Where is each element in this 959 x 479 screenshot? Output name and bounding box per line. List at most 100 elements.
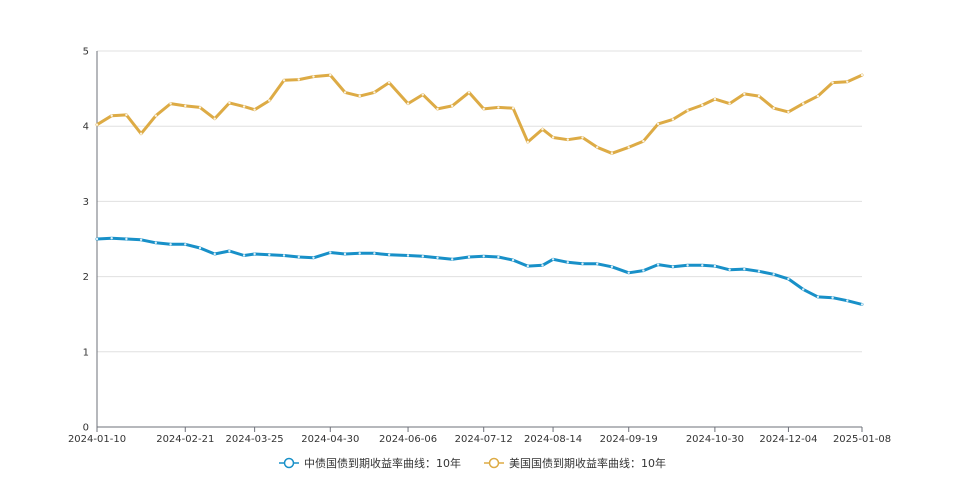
- data-point-us: [482, 107, 485, 111]
- data-point-us: [387, 81, 391, 84]
- legend-circle-icon: [283, 457, 295, 469]
- x-tick-label: 2024-12-04: [759, 434, 817, 445]
- data-point-us: [110, 114, 113, 117]
- data-point-us: [642, 140, 645, 143]
- data-point-china: [541, 264, 544, 267]
- data-point-china: [581, 262, 584, 265]
- data-point-china: [860, 303, 864, 306]
- data-point-china: [757, 270, 761, 273]
- data-point-china: [406, 254, 410, 257]
- data-point-us: [551, 136, 555, 139]
- data-point-us: [656, 122, 660, 126]
- legend[interactable]: 中债国债到期收益率曲线：10年 美国国债到期收益率曲线：10年: [279, 456, 666, 470]
- data-point-us: [757, 94, 761, 98]
- axes: 0 1 2 3 4 5 2024-01-10 2024-02-21 2024-03-25 2024…: [68, 47, 891, 446]
- x-tick-label: 2024-03-25: [226, 434, 284, 445]
- data-point-china: [526, 264, 529, 268]
- data-point-china: [686, 264, 689, 267]
- x-tick-label: 2024-06-06: [379, 434, 437, 445]
- data-point-us: [497, 106, 500, 109]
- x-tick-label: 2025-01-08: [833, 434, 891, 445]
- data-point-china: [373, 252, 376, 255]
- y-tick-label: 2: [83, 272, 89, 283]
- data-point-us: [686, 109, 689, 112]
- x-tick-label: 2024-08-14: [524, 434, 582, 445]
- data-point-us: [297, 78, 300, 81]
- data-point-china: [713, 264, 717, 268]
- data-point-china: [467, 255, 471, 259]
- data-point-us: [511, 107, 515, 110]
- data-point-china: [213, 252, 216, 256]
- data-point-china: [451, 258, 454, 261]
- data-point-china: [154, 241, 157, 244]
- data-point-china: [772, 273, 775, 276]
- y-tick-label: 4: [83, 122, 89, 133]
- data-point-us: [198, 106, 202, 109]
- data-point-china: [297, 255, 300, 259]
- data-point-us: [213, 117, 216, 120]
- data-point-china: [802, 288, 805, 291]
- data-point-us: [184, 104, 187, 108]
- grid-lines: [97, 50, 862, 353]
- data-point-us: [436, 107, 439, 111]
- data-point-us: [282, 79, 286, 82]
- data-point-china: [671, 265, 675, 268]
- data-point-us: [451, 104, 454, 108]
- data-point-china: [358, 252, 361, 255]
- data-point-us: [467, 91, 471, 94]
- legend-item-china[interactable]: 中债国债到期收益率曲线：10年: [279, 456, 461, 470]
- data-point-us: [343, 91, 347, 94]
- data-point-us: [421, 93, 424, 96]
- x-tick-label: 2024-09-19: [600, 434, 658, 445]
- data-point-us: [541, 128, 544, 131]
- data-point-us: [701, 103, 704, 107]
- data-point-china: [282, 254, 286, 257]
- data-point-china: [268, 253, 271, 256]
- data-point-us: [566, 138, 569, 141]
- data-point-china: [497, 255, 500, 259]
- data-point-china: [482, 255, 485, 258]
- data-point-us: [610, 152, 614, 155]
- data-point-us: [860, 73, 864, 77]
- legend-label: 美国国债到期收益率曲线：10年: [509, 456, 666, 470]
- data-point-us: [743, 92, 746, 96]
- data-point-us: [228, 101, 231, 105]
- data-point-china: [728, 268, 731, 271]
- data-point-us: [728, 102, 731, 105]
- data-point-us: [329, 73, 332, 77]
- data-point-china: [656, 263, 660, 266]
- data-point-us: [312, 75, 315, 78]
- data-point-china: [743, 267, 746, 271]
- legend-item-us[interactable]: 美国国债到期收益率曲线：10年: [484, 456, 666, 470]
- data-point-us: [816, 94, 820, 98]
- x-tick-label: 2024-04-30: [301, 434, 359, 445]
- y-tick-label: 1: [83, 347, 89, 358]
- data-point-us: [671, 118, 675, 121]
- data-point-us: [802, 102, 805, 105]
- data-point-china: [642, 269, 645, 272]
- data-point-china: [139, 238, 143, 241]
- data-point-china: [184, 243, 187, 246]
- data-point-china: [253, 252, 256, 256]
- data-point-us: [581, 136, 584, 139]
- data-point-china: [846, 299, 849, 302]
- data-point-china: [228, 249, 231, 253]
- data-point-us: [627, 146, 630, 149]
- data-point-china: [169, 243, 172, 246]
- y-tick-label: 0: [83, 423, 89, 434]
- data-point-us: [373, 91, 376, 94]
- x-tick-label: 2024-01-10: [68, 434, 126, 445]
- data-point-us: [95, 123, 99, 126]
- data-point-china: [343, 252, 347, 256]
- x-tick-label: 2024-10-30: [686, 434, 744, 445]
- data-point-us: [125, 113, 128, 117]
- data-point-china: [95, 237, 99, 241]
- data-point-china: [387, 253, 391, 256]
- data-point-china: [816, 295, 820, 299]
- legend-label: 中债国债到期收益率曲线：10年: [304, 456, 461, 470]
- data-point-us: [268, 99, 271, 102]
- data-point-china: [551, 258, 555, 261]
- data-point-us: [406, 102, 410, 105]
- data-point-china: [110, 237, 113, 240]
